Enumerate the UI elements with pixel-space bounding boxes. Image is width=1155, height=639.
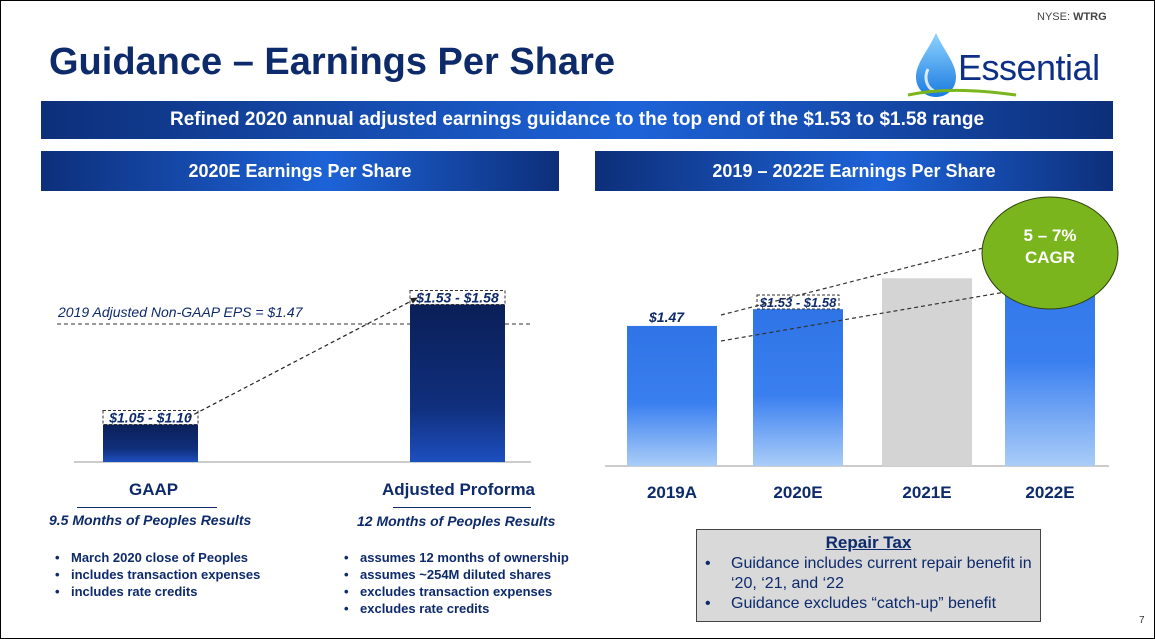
repair-tax-list: Guidance includes current repair benefit… [697, 554, 1040, 614]
list-item: includes rate credits [55, 583, 260, 600]
gaap-caption: GAAP [129, 480, 179, 499]
right-bar-3 [882, 278, 972, 466]
proforma-rule [393, 507, 531, 508]
gaap-rule [77, 507, 217, 508]
repair-tax-box: Repair Tax Guidance includes current rep… [696, 529, 1041, 622]
growth-arrow-line [187, 296, 419, 419]
list-item: assumes 12 months of ownership [344, 549, 569, 566]
proforma-bullets: assumes 12 months of ownership assumes ~… [344, 549, 569, 617]
x-tick-label-2: 2020E [773, 483, 822, 502]
x-tick-label-3: 2021E [902, 483, 951, 502]
right-panel-heading: 2019 – 2022E Earnings Per Share [595, 151, 1113, 191]
left-bar-1 [103, 424, 198, 462]
list-item: excludes transaction expenses [344, 583, 569, 600]
gaap-subcaption: 9.5 Months of Peoples Results [49, 512, 252, 528]
list-item: includes transaction expenses [55, 566, 260, 583]
left-panel-heading: 2020E Earnings Per Share [41, 151, 559, 191]
water-drop-icon [916, 33, 956, 97]
list-item: assumes ~254M diluted shares [344, 566, 569, 583]
page-title: Guidance – Earnings Per Share [49, 41, 615, 83]
left-bar-2 [410, 304, 505, 462]
proforma-caption: Adjusted Proforma [382, 480, 536, 499]
logo-swoosh [907, 88, 1017, 97]
left-bar-value-1: $1.05 - $1.10 [108, 410, 192, 426]
right-bar-value-2: $1.53 - $1.58 [759, 295, 837, 310]
right-bar-2 [753, 309, 843, 466]
proforma-subcaption: 12 Months of Peoples Results [357, 513, 556, 529]
page-number: 7 [1139, 615, 1145, 626]
list-item: Guidance includes current repair benefit… [705, 554, 1040, 594]
growth-arrow-head [410, 297, 418, 304]
x-tick-label-1: 2019A [647, 483, 697, 502]
left-bar-value-2: $1.53 - $1.58 [415, 290, 499, 306]
list-item: excludes rate credits [344, 600, 569, 617]
list-item: March 2020 close of Peoples [55, 549, 260, 566]
left-bar-label-box-2 [409, 290, 506, 305]
company-logo: Essential [906, 29, 1121, 101]
right-bar-value-1: $1.47 [648, 309, 685, 325]
right-bar-1 [627, 325, 717, 466]
gaap-bullets: March 2020 close of Peoples includes tra… [55, 549, 260, 600]
ticker: NYSE: WTRG [1037, 11, 1107, 23]
repair-tax-title: Repair Tax [825, 533, 912, 552]
cagr-trend-upper [720, 245, 992, 316]
cagr-label-1: 5 – 7% [1024, 226, 1077, 245]
logo-wordmark: Essential [958, 47, 1100, 88]
cagr-bubble [981, 196, 1119, 310]
left-bar-label-box-1 [102, 410, 199, 425]
cagr-label-2: CAGR [1025, 248, 1075, 267]
reference-label: 2019 Adjusted Non-GAAP EPS = $1.47 [57, 304, 304, 320]
cagr-trend-lower [720, 290, 1012, 342]
list-item: Guidance excludes “catch-up” benefit [705, 594, 1040, 614]
guidance-banner: Refined 2020 annual adjusted earnings gu… [41, 101, 1113, 139]
x-tick-label-4: 2022E [1025, 483, 1074, 502]
